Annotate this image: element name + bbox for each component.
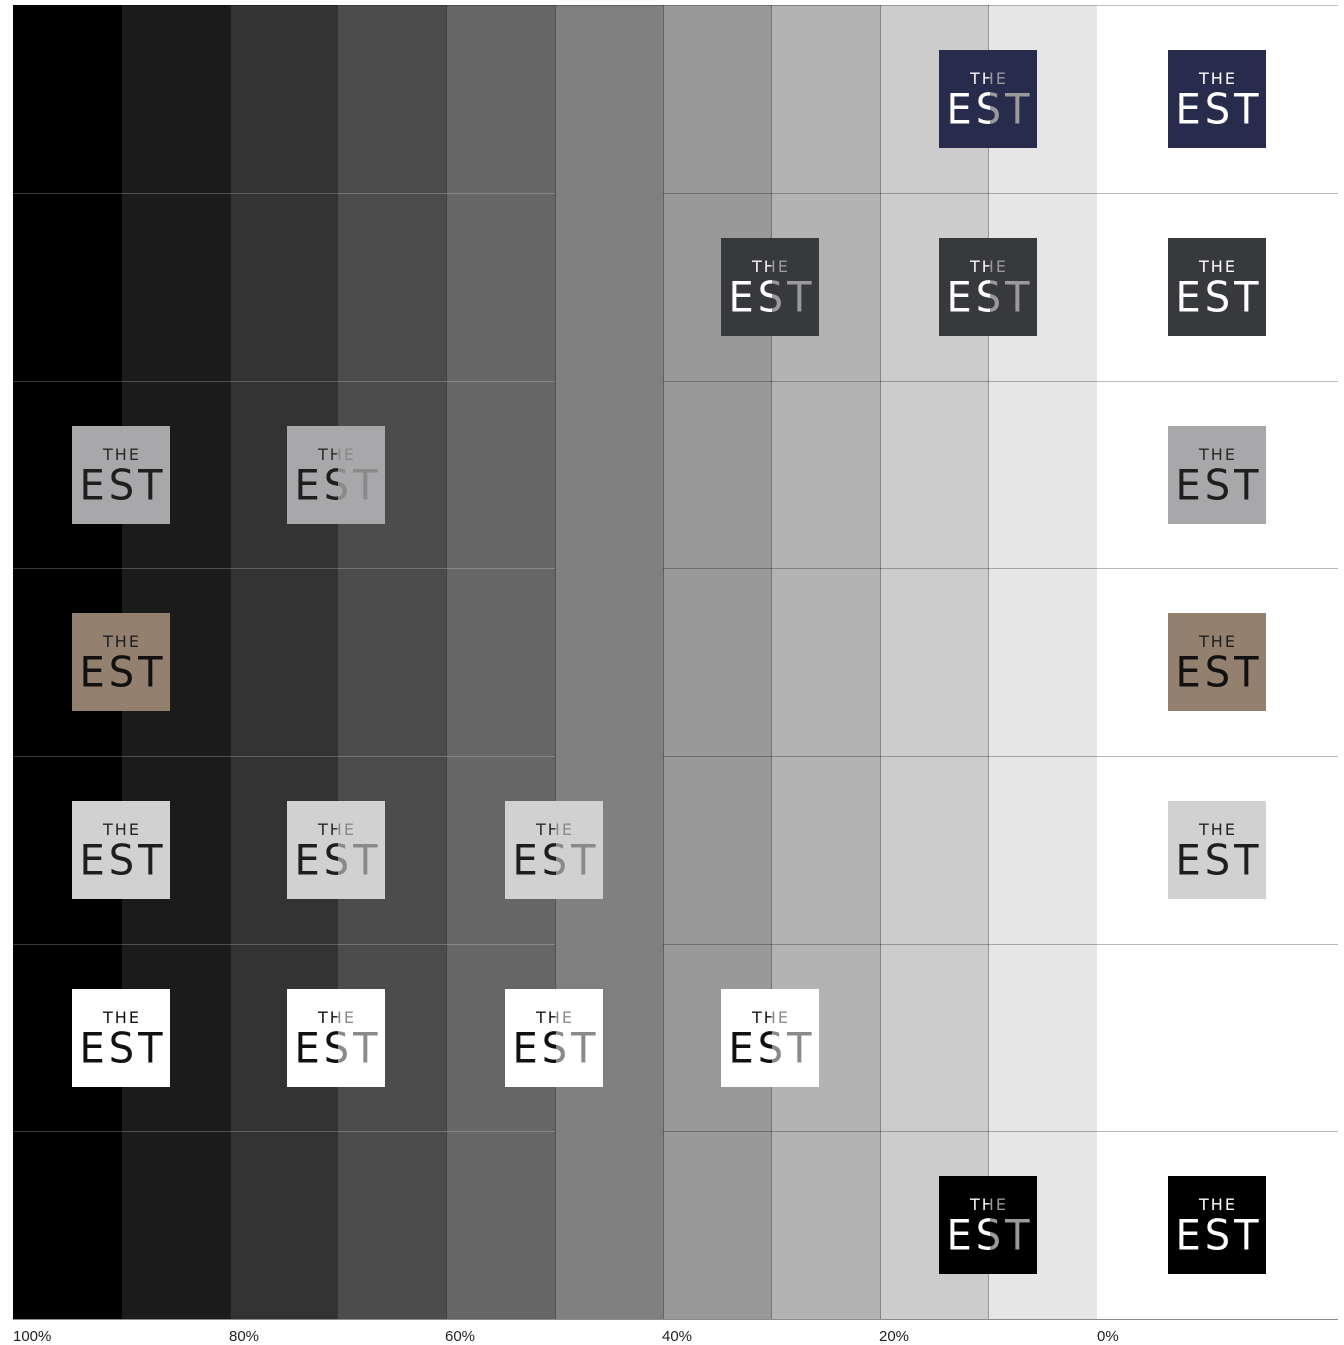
logo-big-text: EST [946, 273, 1034, 323]
logo-small-text: THE [103, 632, 141, 651]
vertical-divider [988, 5, 989, 1319]
logo-small-text: THE [318, 820, 356, 839]
logo-navy-tile-0: THE EST [1168, 50, 1266, 148]
grey-band [988, 5, 1097, 1319]
logo-big-text: EST [1175, 648, 1263, 698]
vertical-divider [663, 5, 664, 1319]
logo-taupe-tile-0: THE EST [1168, 613, 1266, 711]
logo-big-text: EST [79, 1024, 167, 1074]
logo-small-text: THE [1199, 632, 1237, 651]
logo-navy-tile-20: THE EST [939, 50, 1037, 148]
scale-label-0: 0% [1097, 1328, 1119, 1345]
logo-small-text: THE [103, 445, 141, 464]
vertical-divider [771, 5, 772, 1319]
logo-big-text: EST [1175, 461, 1263, 511]
grey-band [880, 5, 988, 1319]
logo-white-tile-60: THE EST [505, 989, 603, 1087]
logo-black-tile-0: THE EST [1168, 1176, 1266, 1274]
logo-big-text: EST [946, 1211, 1034, 1261]
grey-band [555, 5, 663, 1319]
grey-band [230, 5, 338, 1319]
scale-label-100: 100% [13, 1328, 52, 1345]
row-divider-dark [13, 944, 555, 945]
row-divider-dark [13, 756, 555, 757]
logo-small-text: THE [1199, 1195, 1237, 1214]
scale-label-60: 60% [445, 1328, 476, 1345]
vertical-divider [446, 5, 447, 1319]
logo-charcoal-tile-20: THE EST [939, 238, 1037, 336]
logo-white-tile-40: THE EST [721, 989, 819, 1087]
logo-big-text: EST [79, 648, 167, 698]
logo-big-text: EST [512, 836, 600, 886]
logo-charcoal-tile-0: THE EST [1168, 238, 1266, 336]
logo-big-text: EST [1175, 836, 1263, 886]
logo-big-text: EST [728, 1024, 816, 1074]
logo-small-text: THE [1199, 69, 1237, 88]
logo-black-tile-20: THE EST [939, 1176, 1037, 1274]
logo-big-text: EST [946, 85, 1034, 135]
logo-grey-tile-0: THE EST [1168, 426, 1266, 524]
scale-label-40: 40% [662, 1328, 693, 1345]
logo-big-text: EST [79, 461, 167, 511]
logo-big-text: EST [1175, 85, 1263, 135]
logo-big-text: EST [512, 1024, 600, 1074]
logo-small-text: THE [1199, 257, 1237, 276]
scale-label-20: 20% [879, 1328, 910, 1345]
logo-small-text: THE [752, 257, 790, 276]
vertical-divider [880, 5, 881, 1319]
vertical-divider [230, 5, 231, 1319]
row-divider-light [663, 568, 1338, 569]
logo-big-text: EST [294, 836, 382, 886]
row-divider-dark [13, 568, 555, 569]
grey-band [338, 5, 446, 1319]
scale-label-80: 80% [229, 1328, 260, 1345]
axis-line [13, 1319, 1338, 1320]
logo-taupe-tile-100: THE EST [72, 613, 170, 711]
logo-small-text: THE [1199, 820, 1237, 839]
logo-white-tile-100: THE EST [72, 989, 170, 1087]
logo-light-grey-tile-80: THE EST [287, 801, 385, 899]
logo-charcoal-tile-40: THE EST [721, 238, 819, 336]
logo-grey-tile-100: THE EST [72, 426, 170, 524]
row-divider-dark [13, 1131, 555, 1132]
logo-small-text: THE [318, 1008, 356, 1027]
row-divider-light [663, 381, 1338, 382]
grey-band [663, 5, 771, 1319]
logo-light-grey-tile-60: THE EST [505, 801, 603, 899]
logo-small-text: THE [970, 1195, 1008, 1214]
logo-small-text: THE [103, 1008, 141, 1027]
logo-big-text: EST [1175, 1211, 1263, 1261]
row-divider-light [663, 944, 1338, 945]
grey-band [771, 5, 880, 1319]
logo-big-text: EST [79, 836, 167, 886]
logo-big-text: EST [1175, 273, 1263, 323]
logo-small-text: THE [536, 820, 574, 839]
logo-light-grey-tile-100: THE EST [72, 801, 170, 899]
logo-small-text: THE [103, 820, 141, 839]
row-divider-dark [13, 381, 555, 382]
logo-small-text: THE [318, 445, 356, 464]
vertical-divider [555, 5, 556, 1319]
logo-small-text: THE [1199, 445, 1237, 464]
row-divider-dark [13, 193, 555, 194]
row-divider-light [663, 756, 1338, 757]
logo-big-text: EST [294, 461, 382, 511]
logo-grey-tile-80: THE EST [287, 426, 385, 524]
logo-small-text: THE [970, 257, 1008, 276]
logo-big-text: EST [728, 273, 816, 323]
grey-band [446, 5, 555, 1319]
logo-small-text: THE [752, 1008, 790, 1027]
logo-big-text: EST [294, 1024, 382, 1074]
top-border [13, 5, 1338, 6]
row-divider-light [663, 1131, 1338, 1132]
logo-small-text: THE [970, 69, 1008, 88]
logo-light-grey-tile-0: THE EST [1168, 801, 1266, 899]
row-divider-light [663, 193, 1338, 194]
logo-small-text: THE [536, 1008, 574, 1027]
logo-white-tile-80: THE EST [287, 989, 385, 1087]
